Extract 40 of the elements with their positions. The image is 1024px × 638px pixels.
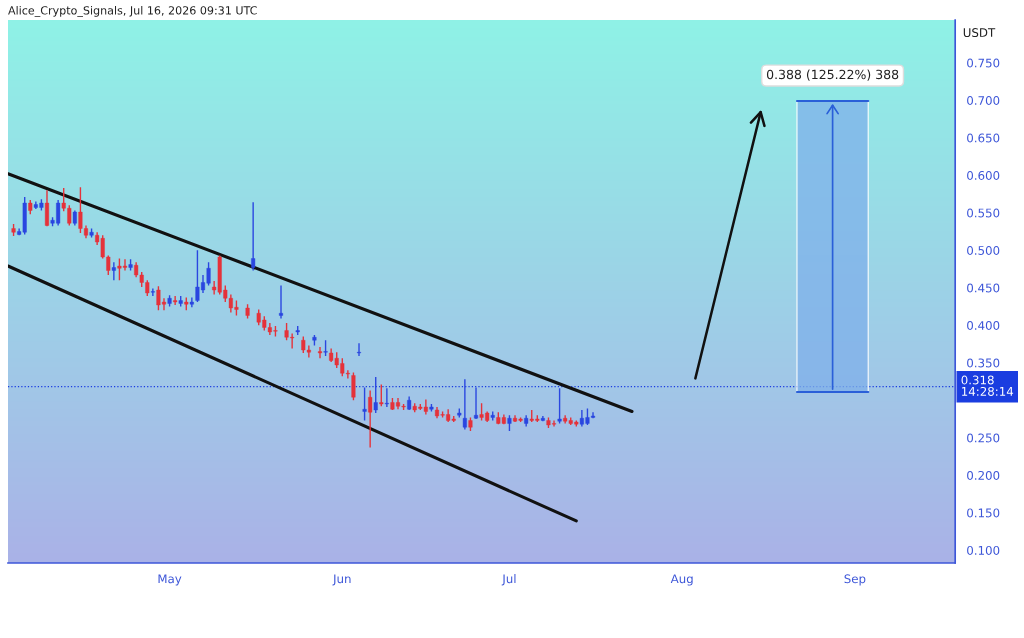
candlestick — [111, 261, 116, 281]
ref-line-label: 0.318 — [961, 375, 994, 385]
candlestick — [373, 376, 378, 414]
y-tick-label: 0.700 — [967, 96, 1000, 105]
candlestick — [251, 201, 256, 272]
y-tick-label: 0.350 — [967, 358, 1000, 368]
candlestick — [368, 389, 373, 449]
y-tick-label: 0.650 — [967, 133, 1000, 143]
y-tick-label: 0.600 — [967, 170, 1000, 180]
x-tick-label: Jul — [501, 574, 516, 586]
y-tick-label: 0.750 — [967, 58, 1000, 68]
candlestick — [379, 383, 384, 407]
candlestick — [44, 189, 50, 227]
y-tick-label: 0.200 — [967, 470, 1000, 480]
y-tick-label: 0.100 — [967, 545, 1000, 555]
text: Alice_Crypto_Signals, Jul 16, 2026 09:31 UTC — [8, 5, 257, 18]
candlestick — [356, 342, 362, 357]
data-label: 0.388 (125.22%) 388 — [766, 69, 899, 81]
x-tick-label: Sep — [844, 574, 866, 586]
candlestick — [173, 295, 178, 306]
y-tick-label: 0.500 — [967, 245, 1000, 255]
x-tick-label: May — [158, 574, 182, 586]
candlestick — [150, 287, 155, 297]
text: 14:28:14 — [962, 386, 1014, 396]
candlestick — [462, 378, 467, 431]
x-tick-label: Aug — [670, 574, 693, 586]
candlestick — [351, 371, 356, 401]
y-tick-label: 0.250 — [967, 433, 1000, 443]
candlestick — [384, 387, 389, 408]
y-tick-label: 0.150 — [967, 508, 1000, 518]
candlestick — [278, 284, 284, 320]
x-tick-label: Jun — [332, 574, 351, 586]
y-tick-label: 0.450 — [967, 283, 1000, 293]
candlestick — [362, 386, 367, 422]
y-tick-label: 0.550 — [967, 208, 1000, 218]
y-axis-title: USDT — [963, 28, 996, 38]
y-tick-label: 0.400 — [967, 320, 1000, 330]
candlestick — [557, 387, 562, 425]
candlestick — [473, 386, 479, 420]
candlestick — [317, 346, 323, 359]
